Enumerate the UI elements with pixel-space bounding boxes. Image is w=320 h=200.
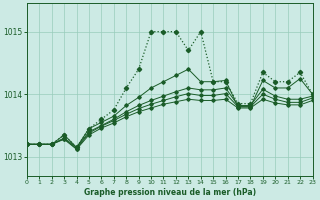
- X-axis label: Graphe pression niveau de la mer (hPa): Graphe pression niveau de la mer (hPa): [84, 188, 256, 197]
